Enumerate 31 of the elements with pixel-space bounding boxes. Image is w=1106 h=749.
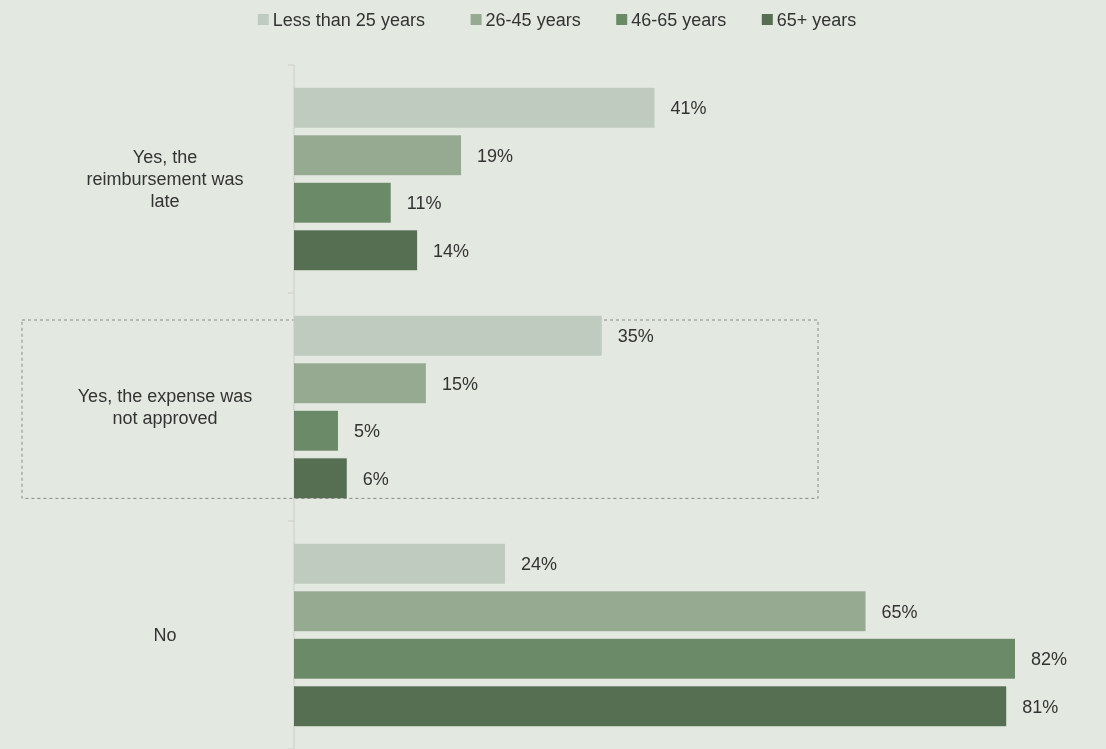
data-label: 14% bbox=[433, 240, 470, 261]
data-label: 19% bbox=[477, 145, 514, 166]
data-label: 15% bbox=[441, 373, 478, 394]
data-label: 35% bbox=[617, 326, 654, 347]
bar bbox=[294, 87, 655, 128]
legend-label: Less than 25 years bbox=[272, 10, 425, 31]
legend-label: 26-45 years bbox=[485, 10, 581, 31]
bar bbox=[294, 458, 347, 499]
data-label: 11% bbox=[406, 193, 442, 214]
legend-label: 65+ years bbox=[776, 10, 857, 31]
bar bbox=[294, 363, 426, 404]
data-label: 82% bbox=[1031, 649, 1068, 670]
y-tick-label: No bbox=[153, 625, 177, 646]
bar bbox=[294, 638, 1015, 679]
data-label: 5% bbox=[353, 421, 380, 442]
data-label: 24% bbox=[521, 554, 558, 575]
bar bbox=[294, 230, 418, 271]
bar bbox=[294, 686, 1007, 727]
bar bbox=[294, 315, 602, 356]
bar bbox=[294, 543, 506, 584]
data-label: 81% bbox=[1022, 696, 1059, 717]
data-label: 6% bbox=[362, 468, 389, 489]
legend-label: 46-65 years bbox=[631, 10, 727, 31]
y-tick-label: Yes, the reimbursement was late bbox=[86, 147, 244, 212]
bar bbox=[294, 410, 338, 451]
bar bbox=[294, 135, 462, 176]
bar bbox=[294, 182, 391, 223]
data-label: 41% bbox=[670, 98, 707, 119]
y-tick-label: Yes, the expense was not approved bbox=[77, 386, 253, 429]
data-label: 65% bbox=[881, 601, 918, 622]
bar bbox=[294, 591, 866, 632]
